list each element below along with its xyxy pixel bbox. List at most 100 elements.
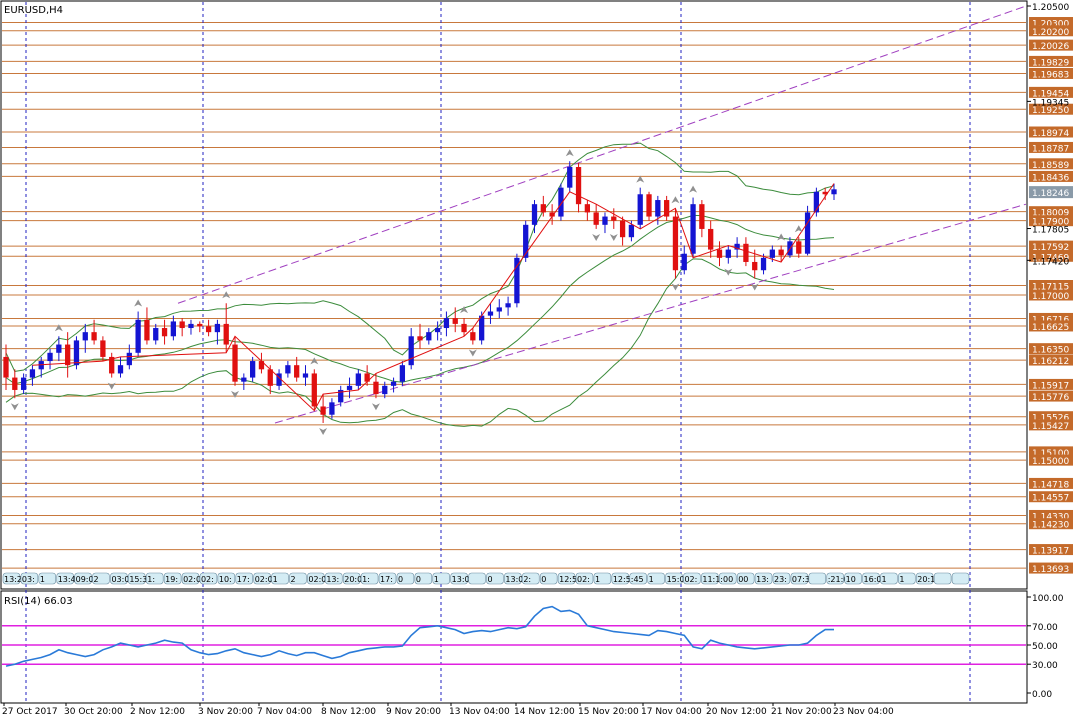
candle-body bbox=[725, 249, 731, 258]
time-axis-label: 15 Nov 20:00 bbox=[578, 707, 639, 717]
candle-body bbox=[20, 377, 27, 390]
time-bar-cell: 1 bbox=[647, 572, 665, 585]
candle-body bbox=[276, 373, 282, 386]
candle-body bbox=[65, 344, 71, 366]
fractal-up-marker bbox=[689, 185, 698, 193]
candle-body bbox=[804, 212, 811, 254]
time-bar-cell: 0 bbox=[396, 572, 415, 585]
candle-body bbox=[338, 389, 344, 403]
candle bbox=[91, 319, 97, 345]
price-level-tag: 1.15526 bbox=[1029, 411, 1073, 424]
price-level-tag-bg bbox=[1029, 544, 1073, 556]
candle-body bbox=[355, 373, 361, 386]
price-level-tag-bg bbox=[1029, 250, 1073, 262]
time-bar-cell-box bbox=[2, 572, 21, 585]
candle-body bbox=[558, 187, 564, 217]
candle-body bbox=[47, 352, 53, 362]
price-level-label: 1.17469 bbox=[1032, 253, 1069, 263]
candle bbox=[153, 323, 159, 345]
time-bar-cell-box bbox=[253, 572, 271, 585]
time-bar-cell: 02:0 bbox=[307, 572, 326, 585]
candle bbox=[496, 299, 502, 319]
price-level-tag-bg bbox=[1029, 419, 1073, 431]
time-bar-cell-box bbox=[128, 572, 146, 585]
bollinger-middle-band bbox=[5, 214, 835, 385]
time-bar-cell-label: 12:58 bbox=[559, 575, 582, 584]
time-bar-cell: 13: bbox=[325, 572, 343, 585]
time-bar-cell bbox=[468, 572, 486, 585]
price-level-tag-bg bbox=[1029, 126, 1073, 138]
candle-body bbox=[117, 365, 124, 374]
candle-body bbox=[655, 200, 661, 217]
candle-body bbox=[540, 204, 546, 213]
time-bar-cell: 17: bbox=[378, 572, 397, 585]
candle bbox=[611, 208, 617, 229]
candle-body bbox=[135, 319, 141, 353]
fractal-up-marker bbox=[54, 324, 63, 332]
time-bar-cell-label: 1 bbox=[881, 575, 886, 584]
price-level-tag-bg bbox=[1029, 55, 1073, 67]
candle-body bbox=[461, 323, 467, 333]
price-level-label: 1.19829 bbox=[1032, 58, 1069, 68]
time-bar-cell-label: 1 bbox=[434, 575, 439, 584]
price-level-label: 1.16716 bbox=[1032, 315, 1069, 325]
candle-body bbox=[205, 326, 212, 333]
candle-body bbox=[267, 369, 273, 386]
candle-body bbox=[593, 212, 599, 225]
fractal-up-marker bbox=[134, 299, 143, 307]
time-bar-cell: 15:00 bbox=[665, 572, 690, 585]
symbol-title: EURUSD,H4 bbox=[4, 5, 63, 16]
candle-body bbox=[241, 377, 247, 382]
candle-body bbox=[417, 336, 423, 341]
candle bbox=[249, 356, 256, 382]
time-bar-cell: 13:02 bbox=[450, 572, 475, 585]
candle bbox=[760, 253, 767, 275]
fractal-up-marker bbox=[310, 357, 319, 365]
candle bbox=[655, 195, 661, 225]
candle bbox=[567, 161, 573, 192]
candle-body bbox=[831, 189, 837, 195]
time-bar-cell-label: 1 bbox=[649, 575, 654, 584]
rsi-panel-frame bbox=[0, 590, 1028, 704]
fractal-up-marker bbox=[794, 225, 803, 233]
candle-body bbox=[602, 216, 608, 225]
price-level-label: 1.18974 bbox=[1032, 129, 1069, 139]
rsi-axis-label: 30.00 bbox=[1032, 661, 1058, 671]
candle bbox=[117, 356, 124, 378]
candle-body bbox=[232, 344, 238, 382]
time-axis-layer: 27 Oct 2017 30 Oct 20:00 2 Nov 12:00 3 Nov … bbox=[2, 703, 894, 717]
current-price-tag: 1.18246 bbox=[1029, 186, 1073, 199]
time-axis-label: 30 Oct 20:00 bbox=[64, 707, 123, 717]
time-bar-cell-label: 07:30 bbox=[792, 575, 815, 584]
candle-body bbox=[672, 216, 679, 271]
price-level-tag: 1.16716 bbox=[1029, 312, 1073, 325]
fractal-down-marker bbox=[231, 390, 240, 398]
candle-body bbox=[249, 361, 256, 378]
candle-body bbox=[12, 377, 18, 390]
candle bbox=[505, 296, 511, 316]
candle bbox=[575, 162, 582, 213]
time-bar-cell-label: 2 bbox=[291, 575, 296, 584]
bollinger-lower-band bbox=[5, 258, 835, 427]
candle bbox=[778, 245, 784, 262]
price-level-tag-bg bbox=[1029, 240, 1073, 252]
time-bar-cell: 1 bbox=[38, 572, 57, 585]
time-bar-cell bbox=[951, 572, 970, 585]
candle-body bbox=[443, 318, 450, 329]
time-bar-cell: 0 bbox=[539, 572, 558, 585]
price-level-tag-bg bbox=[1029, 446, 1073, 458]
candle-body bbox=[346, 385, 353, 390]
price-level-tag: 1.20026 bbox=[1029, 39, 1073, 52]
candle-body bbox=[760, 257, 767, 271]
time-bar-cell-box bbox=[396, 572, 415, 585]
candle-body bbox=[434, 328, 441, 333]
candle-body bbox=[161, 328, 168, 337]
fractals-layer bbox=[10, 149, 803, 435]
candle-body bbox=[320, 406, 326, 415]
time-bar-cell-box bbox=[450, 572, 468, 585]
candle-body bbox=[743, 243, 749, 262]
candle bbox=[109, 352, 115, 378]
time-bar-cell: 00 bbox=[736, 572, 755, 585]
